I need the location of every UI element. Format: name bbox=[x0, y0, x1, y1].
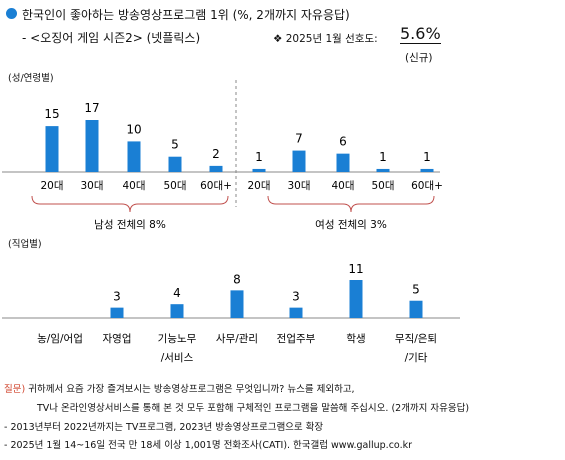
data-label: 1 bbox=[255, 150, 263, 164]
x-tick-label: 사무/관리 bbox=[216, 333, 258, 345]
group-label: 남성 전체의 8% bbox=[94, 219, 166, 231]
data-label: 17 bbox=[84, 101, 99, 115]
data-label: 1 bbox=[423, 150, 431, 164]
data-label: 6 bbox=[339, 135, 347, 149]
bar bbox=[127, 141, 141, 172]
x-tick-label: 전업주부 bbox=[277, 332, 316, 345]
x-tick-label: /서비스 bbox=[161, 352, 194, 364]
x-tick-label: /기타 bbox=[405, 352, 428, 364]
title-note: (%, 2개까지 자유응답) bbox=[232, 8, 350, 22]
title-bullet-icon bbox=[6, 8, 17, 19]
bar bbox=[230, 290, 244, 318]
bar bbox=[292, 150, 306, 172]
new-label: (신규) bbox=[405, 52, 433, 64]
x-tick-label: 무직/은퇴 bbox=[395, 333, 437, 345]
question-text-1: 귀하께서 요즘 가장 즐겨보시는 방송영상프로그램은 무엇입니까? 뉴스를 제외… bbox=[28, 384, 355, 395]
x-tick-label: 50대 bbox=[371, 180, 394, 192]
chart-title: 한국인이 좋아하는 방송영상프로그램 1위 (%, 2개까지 자유응답) bbox=[22, 6, 350, 23]
x-tick-label: 40대 bbox=[331, 180, 354, 192]
occupation-chart: 농/임/어업 3 자영업 4 기능노무/서비스 8 사무/관리 3 전업주부 11 학생 5 무직/은퇴… bbox=[2, 262, 460, 364]
preference-value: 5.6% bbox=[400, 24, 441, 44]
footnote-1: - 2013년부터 2022년까지는 TV프로그램, 2023년 방송영상프로그… bbox=[4, 422, 324, 433]
preference-label: ❖ 2025년 1월 선호도: bbox=[273, 33, 378, 45]
bar bbox=[336, 153, 350, 172]
data-label: 15 bbox=[44, 107, 59, 121]
x-tick-label: 농/임/어업 bbox=[37, 332, 83, 345]
bar bbox=[168, 156, 182, 172]
data-label: 5 bbox=[412, 283, 420, 297]
data-label: 3 bbox=[113, 290, 121, 304]
x-tick-label: 자영업 bbox=[103, 332, 132, 345]
data-label: 8 bbox=[233, 272, 241, 286]
bar bbox=[170, 304, 184, 318]
data-label: 2 bbox=[212, 147, 220, 161]
group-brace bbox=[31, 195, 229, 213]
group-label: 여성 전체의 3% bbox=[315, 219, 387, 231]
bar bbox=[420, 168, 434, 172]
bar bbox=[409, 300, 423, 318]
data-label: 11 bbox=[348, 262, 363, 276]
bar bbox=[289, 307, 303, 318]
bar bbox=[45, 126, 59, 172]
data-label: 10 bbox=[126, 122, 141, 136]
x-tick-label: 20대 bbox=[40, 180, 63, 192]
bar bbox=[252, 168, 266, 172]
data-label: 4 bbox=[173, 286, 181, 300]
bar bbox=[376, 168, 390, 172]
title-text: 한국인이 좋아하는 방송영상프로그램 1위 bbox=[22, 8, 229, 22]
section-label-occupation: (직업별) bbox=[8, 239, 42, 250]
data-label: 5 bbox=[171, 138, 179, 152]
x-tick-label: 60대+ bbox=[200, 180, 232, 192]
data-label: 1 bbox=[379, 150, 387, 164]
bar bbox=[85, 120, 99, 172]
x-tick-label: 50대 bbox=[163, 180, 186, 192]
data-label: 7 bbox=[295, 132, 303, 146]
bar bbox=[209, 165, 223, 172]
x-tick-label: 30대 bbox=[80, 180, 103, 192]
data-label: 3 bbox=[292, 290, 300, 304]
question-label: 질문) bbox=[4, 384, 26, 395]
x-tick-label: 30대 bbox=[287, 180, 310, 192]
x-tick-label: 40대 bbox=[122, 180, 145, 192]
x-tick-label: 기능노무 bbox=[158, 333, 197, 345]
x-tick-label: 학생 bbox=[346, 333, 365, 345]
group-brace bbox=[267, 195, 435, 213]
question-line-1: 질문) 귀하께서 요즘 가장 즐겨보시는 방송영상프로그램은 무엇입니까? 뉴스… bbox=[4, 381, 355, 395]
x-tick-label: 20대 bbox=[247, 180, 270, 192]
bar bbox=[349, 280, 363, 318]
section-label-gender-age: (성/연령별) bbox=[8, 73, 54, 84]
footnote-2: - 2025년 1월 14~16일 전국 만 18세 이상 1,001명 전화조… bbox=[4, 440, 412, 451]
chart-subtitle: - <오징어 게임 시즌2> (넷플릭스) bbox=[22, 31, 201, 45]
question-line-2: TV나 온라인영상서비스를 통해 본 것 모두 포함해 구체적인 프로그램을 말… bbox=[37, 403, 470, 414]
x-tick-label: 60대+ bbox=[411, 180, 443, 192]
gender-age-chart: 15 20대 17 30대 10 40대 5 50대 2 60대+ 남성 전체의 8% 1 20대 7 30… bbox=[2, 80, 443, 231]
bar bbox=[110, 307, 124, 318]
